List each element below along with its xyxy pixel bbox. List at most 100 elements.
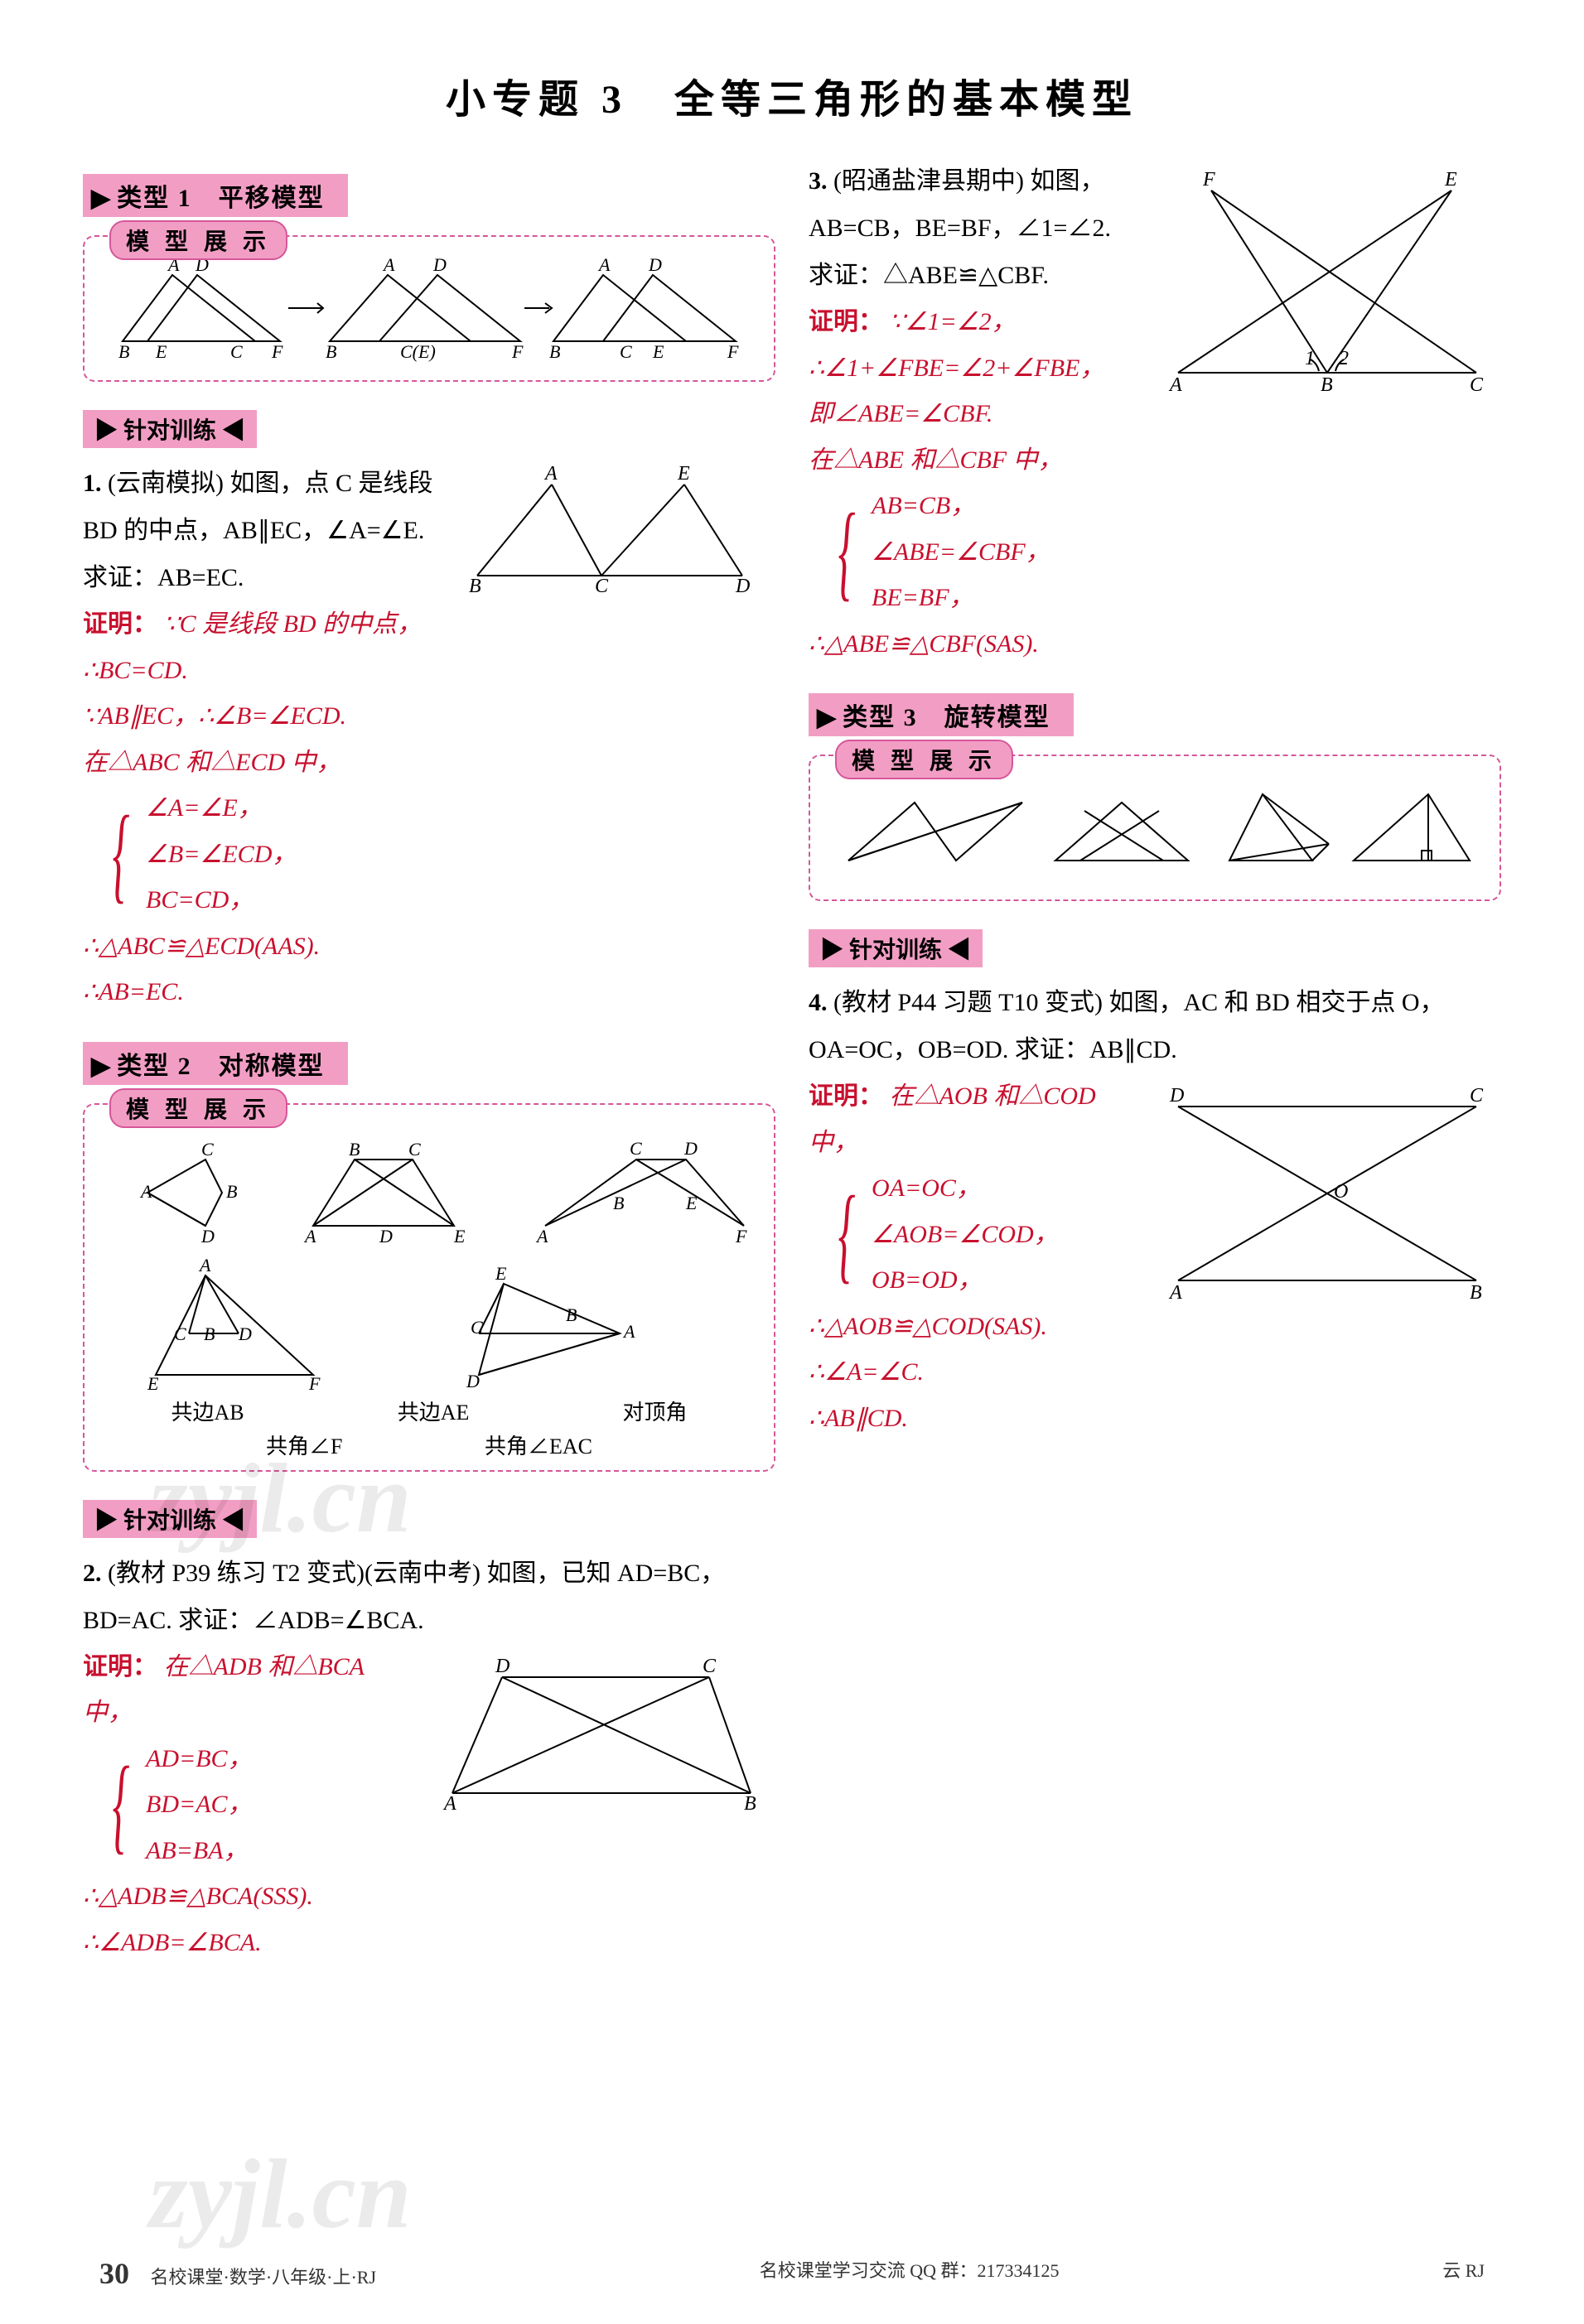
type2-training-tag: 针对训练: [83, 1500, 257, 1538]
p2-b3: AB=BA，: [146, 1828, 253, 1874]
type3-model-diagram: [820, 769, 1490, 890]
type3-model-label: 模 型 展 示: [835, 740, 1013, 779]
svg-text:A: A: [442, 1793, 456, 1810]
p4-l4: ∴AB∥CD.: [809, 1405, 908, 1432]
svg-text:A: A: [543, 463, 558, 485]
svg-text:A: A: [139, 1181, 152, 1202]
p1-l5: ∴△ABC≌△ECD(AAS).: [83, 933, 320, 960]
svg-text:D: D: [238, 1324, 252, 1344]
svg-text:D: D: [200, 1226, 215, 1246]
type1-banner: 类型 1 平移模型: [83, 174, 348, 217]
p2-l2: ∴△ADB≌△BCA(SSS).: [83, 1883, 313, 1910]
cap-1: 共边AE: [398, 1396, 470, 1426]
svg-text:1: 1: [1305, 348, 1315, 369]
p3-l5: ∴△ABE≌△CBF(SAS).: [809, 630, 1039, 658]
problem-2: 2. (教材 P39 练习 T2 变式)(云南中考) 如图，已知 AD=BC，B…: [83, 1550, 775, 1966]
type1-model-label: 模 型 展 示: [109, 220, 287, 260]
type2-model-label: 模 型 展 示: [109, 1088, 287, 1128]
p2-brace: { AD=BC， BD=AC， AB=BA，: [99, 1736, 411, 1874]
p3-l2: ∴∠1+∠FBE=∠2+∠FBE，: [809, 354, 1104, 382]
p1-l3: ∵AB∥EC，∴∠B=∠ECD.: [83, 702, 346, 730]
p3-b3: BE=BF，: [872, 575, 1050, 621]
svg-text:C: C: [174, 1324, 186, 1344]
footer-right: 云 RJ: [1442, 2256, 1485, 2291]
p1-l6: ∴AB=EC.: [83, 978, 184, 1005]
svg-text:B: B: [744, 1793, 756, 1810]
p2-b1: AD=BC，: [146, 1736, 253, 1782]
p1-l2: ∴BC=CD.: [83, 657, 188, 684]
p1-l4: 在△ABC 和△ECD 中，: [83, 749, 341, 776]
svg-text:C: C: [630, 1138, 642, 1159]
p3-brace: { AB=CB， ∠ABE=∠CBF， BE=BF，: [825, 483, 1137, 621]
type2-model-box: 模 型 展 示 A B C D A E B C D: [83, 1103, 775, 1472]
svg-text:E: E: [1444, 169, 1457, 190]
cap-0: 共边AB: [171, 1396, 244, 1426]
p4-b1: OA=OC，: [872, 1165, 1059, 1212]
svg-text:C: C: [230, 341, 243, 362]
p1-b2: ∠B=∠ECD，: [146, 832, 297, 878]
cap-4: 共角∠EAC: [485, 1430, 592, 1460]
svg-text:O: O: [1334, 1181, 1348, 1203]
p4-diagram: AB CD O: [1153, 1073, 1501, 1321]
p3-number: 3.: [809, 167, 828, 195]
svg-text:D: D: [735, 576, 750, 592]
svg-text:F: F: [511, 341, 524, 362]
svg-text:F: F: [271, 341, 283, 362]
svg-text:2: 2: [1339, 348, 1349, 369]
page-number: 30: [99, 2257, 129, 2290]
p3-source: (昭通盐津县期中): [833, 167, 1024, 195]
p4-number: 4.: [809, 989, 828, 1016]
p4-b2: ∠AOB=∠COD，: [872, 1212, 1059, 1258]
svg-text:B: B: [349, 1139, 360, 1160]
svg-text:D: D: [379, 1226, 393, 1246]
svg-text:C: C: [408, 1139, 421, 1160]
svg-text:A: A: [382, 254, 395, 275]
svg-text:B: B: [566, 1304, 577, 1325]
svg-text:C: C: [620, 341, 632, 362]
svg-text:B: B: [1470, 1282, 1482, 1304]
footer-mid: 名校课堂学习交流 QQ 群：217334125: [760, 2256, 1060, 2291]
p3-b1: AB=CB，: [872, 483, 1050, 529]
svg-text:E: E: [685, 1193, 698, 1213]
svg-text:C: C: [471, 1317, 483, 1338]
p1-proof-label: 证明：: [83, 610, 157, 638]
p1-number: 1.: [83, 470, 102, 497]
svg-text:E: E: [495, 1263, 507, 1284]
p2-diagram: AB CD: [427, 1644, 775, 1825]
svg-text:A: A: [303, 1226, 316, 1246]
p1-brace: { ∠A=∠E， ∠B=∠ECD， BC=CD，: [99, 785, 775, 923]
p3-l1: ∵∠1=∠2，: [890, 308, 1017, 335]
p4-source: (教材 P44 习题 T10 变式): [833, 989, 1103, 1016]
svg-text:B: B: [469, 576, 481, 592]
svg-text:E: E: [147, 1373, 159, 1394]
p4-b3: OB=OD，: [872, 1257, 1059, 1304]
svg-text:B: B: [118, 341, 129, 362]
svg-text:C: C: [703, 1656, 717, 1677]
page-footer: 30 名校课堂·数学·八年级·上·RJ 名校课堂学习交流 QQ 群：217334…: [99, 2256, 1485, 2291]
cap-3: 共角∠F: [266, 1430, 342, 1460]
svg-text:D: D: [432, 254, 447, 275]
type2-model-diagram: A B C D A E B C D A F C D: [94, 1118, 764, 1460]
left-column: 类型 1 平移模型 模 型 展 示 A D B E C F A D: [83, 157, 775, 1975]
type3-model-box: 模 型 展 示: [809, 755, 1501, 901]
svg-text:E: E: [155, 341, 167, 362]
svg-text:A: A: [622, 1321, 635, 1342]
svg-text:F: F: [727, 341, 739, 362]
svg-text:D: D: [466, 1371, 480, 1391]
problem-4: 4. (教材 P44 习题 T10 变式) 如图，AC 和 BD 相交于点 O，…: [809, 979, 1501, 1441]
svg-text:C: C: [595, 576, 609, 592]
svg-text:E: E: [453, 1226, 466, 1246]
svg-text:D: D: [683, 1138, 698, 1159]
p3-l3: 即∠ABE=∠CBF.: [809, 400, 992, 427]
svg-text:B: B: [613, 1193, 624, 1213]
svg-text:F: F: [1202, 169, 1215, 190]
svg-text:C: C: [201, 1139, 214, 1160]
svg-text:F: F: [308, 1373, 321, 1394]
svg-text:B: B: [226, 1181, 237, 1202]
p1-b1: ∠A=∠E，: [146, 785, 297, 832]
type1-model-box: 模 型 展 示 AD BECF AD BC(E)F: [83, 235, 775, 382]
svg-text:C: C: [1470, 374, 1484, 396]
svg-text:D: D: [1169, 1085, 1184, 1107]
problem-3: 3. (昭通盐津县期中) 如图，AB=CB，BE=BF，∠1=∠2. 求证：△A…: [809, 157, 1501, 667]
p4-l2: ∴△AOB≌△COD(SAS).: [809, 1313, 1047, 1340]
